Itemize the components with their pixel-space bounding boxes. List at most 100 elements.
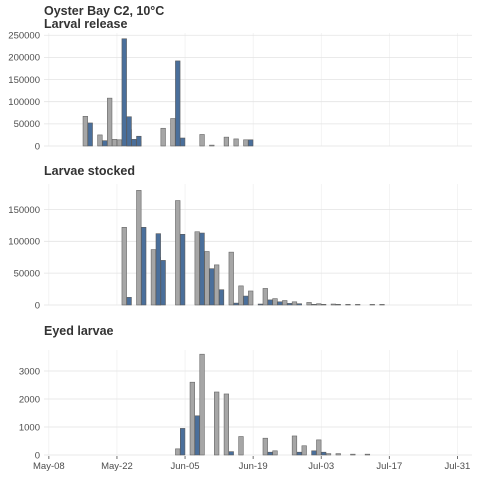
panel-2-blue-bar [287,303,293,306]
panel-3-gray-bar [214,391,220,456]
panel-3-ytick-label: 2000 [19,394,40,405]
panel-2-blue-bar [126,297,132,306]
panel-3-gray-bar [350,453,356,456]
panel-1-ytick-label: 200000 [8,53,40,64]
panel-3-gray-bar [189,381,195,456]
panel-2-ytick-label: 50000 [14,268,40,279]
panel-1-ytick-label: 50000 [14,119,40,130]
panel-3-gray-bar [301,445,307,456]
x-tick-label: Jul-31 [444,461,470,472]
panel-2-gray-bar [204,251,210,306]
panel-2-blue-bar [233,302,239,306]
panel-3-ytick-label: 0 [35,450,40,461]
panel-3-blue-bar [311,450,317,456]
panel-2-gray-bar [369,304,375,306]
panel-3-gray-bar [335,453,341,456]
panel-1-blue-bar [102,140,108,147]
panel-2-gray-bar [136,190,142,306]
panel-3-gray-bar [175,448,181,456]
panel-2-blue-bar [141,227,147,306]
panel-2-blue-bar [199,232,205,306]
x-tick-label: May-22 [101,461,133,472]
panel-2-gray-bar [306,302,312,306]
panel-1-ytick-label: 0 [35,141,40,152]
panel-3-gray-bar [325,453,332,456]
panel-1-ytick-label: 150000 [8,75,40,86]
panel-3-blue-bar [321,451,327,456]
panel-1-gray-bar [243,139,249,147]
panel-1-ytick-label: 100000 [8,97,40,108]
panel-2-gray-bar [214,264,220,306]
x-tick-label: Jul-03 [308,461,334,472]
panel-3-ytick-label: 3000 [19,366,40,377]
panel-1-gray-bar [199,134,205,147]
panel-3-blue-bar [228,451,234,456]
panel-3-blue-bar [194,415,200,456]
panel-3-blue-bar [180,428,186,456]
panel-3-gray-bar [272,450,278,456]
panel-2-blue-bar [180,234,186,306]
panel-3-gray-bar [316,439,322,456]
panel-2-gray-bar [228,251,234,306]
panel-1-gray-bar [170,118,176,147]
panel-1-blue-bar [131,139,137,147]
panel-2-gray-bar [379,304,385,306]
panel-2-gray-bar [175,200,181,306]
panel-1-gray-bar [97,134,103,147]
panel-1-gray-bar [116,139,122,147]
panel-2-title: Larvae stocked [44,164,135,178]
x-tick-label: Jul-17 [376,461,402,472]
panel-2-blue-bar [209,268,215,306]
panel-1-ytick-label: 250000 [8,31,40,42]
panel-2-gray-bar [150,249,157,306]
panel-2-gray-bar [291,301,298,306]
panel-2-gray-bar [121,227,127,306]
panel-1-blue-bar [248,139,254,147]
panel-1-gray-bar [82,116,88,147]
panel-3-blue-bar [267,451,273,456]
panel-2-blue-bar [160,260,166,306]
panel-1-title: Larval release [44,17,127,31]
panel-3-gray-bar [291,435,298,456]
panel-2-blue-bar [267,299,273,306]
panel-2-blue-bar [296,303,302,306]
x-tick-label: May-08 [33,461,65,472]
panel-1-gray-bar [233,138,239,147]
panel-1-blue-bar [175,60,181,147]
panel-3-blue-bar [296,451,302,456]
chart-title: Oyster Bay C2, 10°C [44,4,164,18]
panel-2-gray-bar [355,304,361,306]
panel-3-gray-bar [223,393,229,456]
panel-2-gray-bar [248,290,254,306]
panel-2-gray-bar [316,303,322,306]
panel-1-blue-bar [180,137,186,147]
panel-2-blue-bar [321,304,327,306]
x-tick-label: Jun-19 [239,461,268,472]
panel-1-blue-bar [121,38,127,147]
panel-1-gray-bar [111,139,118,147]
panel-3-title: Eyed larvae [44,324,114,338]
panel-1-blue-bar [136,135,142,147]
panel-2-ytick-label: 150000 [8,205,40,216]
panel-2-blue-bar [155,233,161,306]
panel-3-gray-bar [262,437,268,456]
x-tick-label: Jun-05 [171,461,200,472]
panel-1-blue-bar [126,116,132,147]
panel-1-blue-bar [87,122,93,147]
panel-3-gray-bar [199,353,205,456]
panel-2-ytick-label: 100000 [8,237,40,248]
panel-1-gray-bar [160,127,166,147]
panel-2-gray-bar [345,304,351,306]
panel-2-gray-bar [194,231,200,306]
panel-2-blue-bar [335,304,341,306]
panel-1-gray-bar [209,144,215,147]
panel-2-gray-bar [238,285,244,306]
panel-2-gray-bar [282,300,288,306]
panel-2-gray-bar [262,288,268,306]
panel-2-gray-bar [272,298,278,306]
panel-2-gray-bar [330,303,336,306]
panel-2-blue-bar [277,301,283,306]
panel-3-ytick-label: 1000 [19,422,40,433]
